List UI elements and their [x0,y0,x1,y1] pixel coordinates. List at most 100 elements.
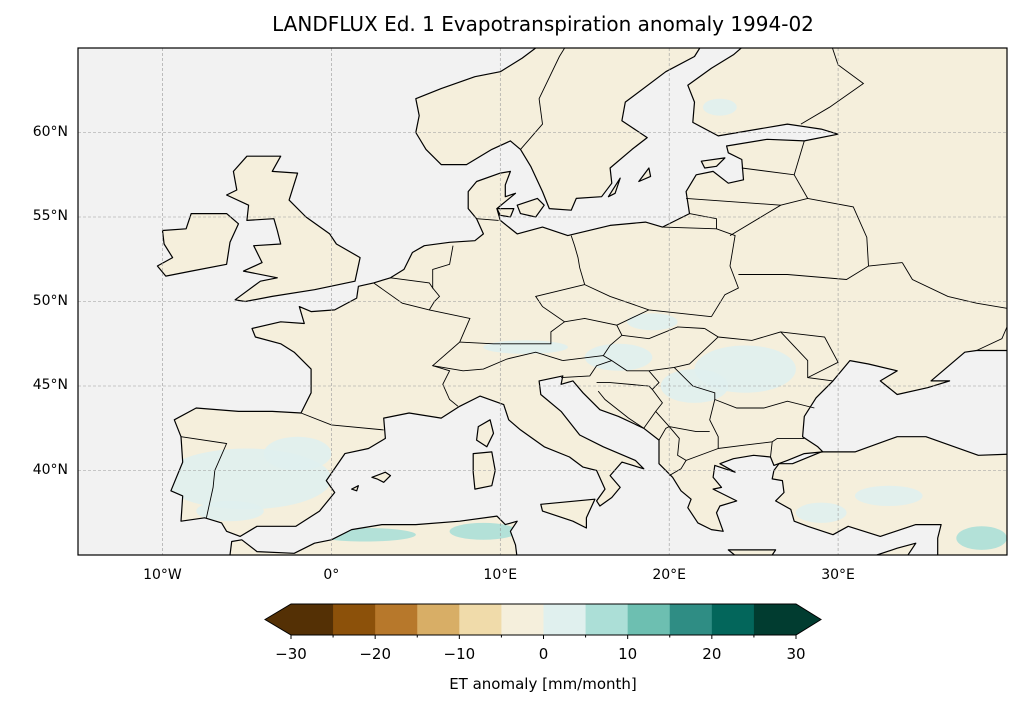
country-border [976,326,1007,351]
colorbar-tick-label: 0 [538,645,549,663]
colorbar-segment [669,604,713,635]
colorbar-segment [501,604,544,635]
colorbar-tick-label: −30 [275,645,307,663]
x-tick-label: 10°W [143,567,182,583]
x-tick-label: 10°E [483,567,518,583]
colorbar-outline [264,603,822,636]
country-border [596,382,653,390]
anomaly-patch [263,436,332,471]
country-border [668,460,687,476]
colorbar-tick-label: −10 [443,645,476,663]
colorbar-tick-label: 30 [786,645,806,663]
colorbar-segment [627,604,671,635]
colorbar-segment [333,604,376,635]
country-border [689,213,717,229]
anomaly-patch [483,340,568,354]
coastline-mallorca [371,471,392,483]
anomaly-patch [584,343,653,371]
country-border [655,411,670,427]
land-corsica [476,419,494,447]
coastline-sicily [540,498,596,529]
country-border [709,399,805,450]
y-tick-label: 55°N [32,208,68,224]
country-border [562,355,663,429]
anomaly-patch [626,313,678,331]
colorbar-tick-label: 10 [618,645,638,663]
colorbar-segment [711,604,755,635]
coastline-great-britain [226,155,361,303]
country-border [621,326,705,340]
map-title: LANDFLUX Ed. 1 Evapotranspiration anomal… [272,12,814,36]
colorbar-segment [543,604,587,635]
axes-frame [77,47,1008,556]
country-border [428,287,441,311]
coastline-europe-mainland [170,48,1007,538]
y-tick-label: 40°N [32,461,68,478]
coastline-ibiza [351,485,359,492]
coastline-north-africa [229,515,518,555]
y-tick-label: 45°N [32,377,68,393]
colorbar-segment [417,604,460,635]
anomaly-patch [854,485,923,506]
land-sicily [540,499,595,528]
country-border [673,367,815,409]
country-border [432,351,563,372]
country-border [373,282,471,407]
country-border [686,197,781,206]
country-border [901,262,1007,309]
y-tick-label: 60°N [32,123,68,140]
colorbar-tick-label: −20 [359,645,391,663]
country-border [648,328,719,372]
x-tick-label: 30°E [821,567,855,583]
coastline-oland [607,177,621,198]
land-europe-mainland [170,48,1007,537]
anomaly-patch [702,98,737,116]
colorbar-segment [291,604,334,635]
country-border [390,245,454,290]
country-border [800,48,865,125]
land-scandinavia [415,48,700,211]
country-border [770,441,773,458]
colorbar-segment [753,604,797,635]
coastline-corsica [476,419,495,448]
country-border [597,390,645,429]
land-great-britain [226,156,361,302]
coastline-sardinia [472,451,496,490]
land-crete [728,549,776,555]
map-axes [77,47,1008,556]
country-border [738,262,903,280]
coastline-zealand [516,197,545,218]
country-border [476,218,499,221]
anomaly-patch [956,526,1007,550]
country-border [668,426,719,461]
y-tick-label: 50°N [32,292,68,309]
coastline-saaremaa [700,157,726,169]
colorbar-label: ET anomaly [mm/month] [449,675,637,693]
coastline-anatolia [771,436,1007,555]
country-border [584,284,712,318]
country-border [780,331,839,379]
colorbar-extend-low [265,604,291,635]
map-content [78,48,1007,555]
colorbar-segment [459,604,502,635]
x-tick-label: 20°E [652,567,686,583]
colorbar-extend-high [796,604,821,635]
country-border [729,197,869,267]
country-border [459,284,585,345]
coastline-cyprus [876,542,917,555]
country-border [616,309,650,326]
coastline-scandinavia [415,48,701,211]
country-border [570,235,586,285]
coastline-gotland [638,167,652,183]
country-border [793,174,809,199]
country-border [718,331,834,382]
anomaly-patch [196,500,264,522]
country-border [564,317,623,356]
anomaly-patch [449,522,518,540]
colorbar-segment [585,604,629,635]
colorbar-segment [375,604,418,635]
land-ireland [157,213,239,277]
x-tick-label: 0° [323,567,340,583]
country-border [561,360,612,379]
colorbar-tick-label: 20 [702,645,722,663]
